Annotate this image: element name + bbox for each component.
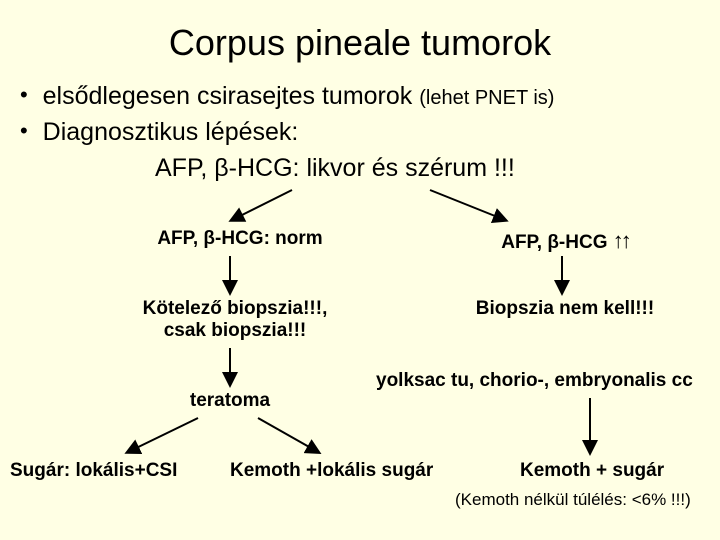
bottom-left: Sugár: lokális+CSI — [10, 460, 177, 482]
arrow-right-2 — [0, 0, 720, 540]
footnote: (Kemoth nélkül túlélés: <6% !!!) — [455, 490, 691, 510]
bottom-right: Kemoth + sugár — [520, 460, 664, 482]
bottom-mid: Kemoth +lokális sugár — [230, 460, 433, 482]
